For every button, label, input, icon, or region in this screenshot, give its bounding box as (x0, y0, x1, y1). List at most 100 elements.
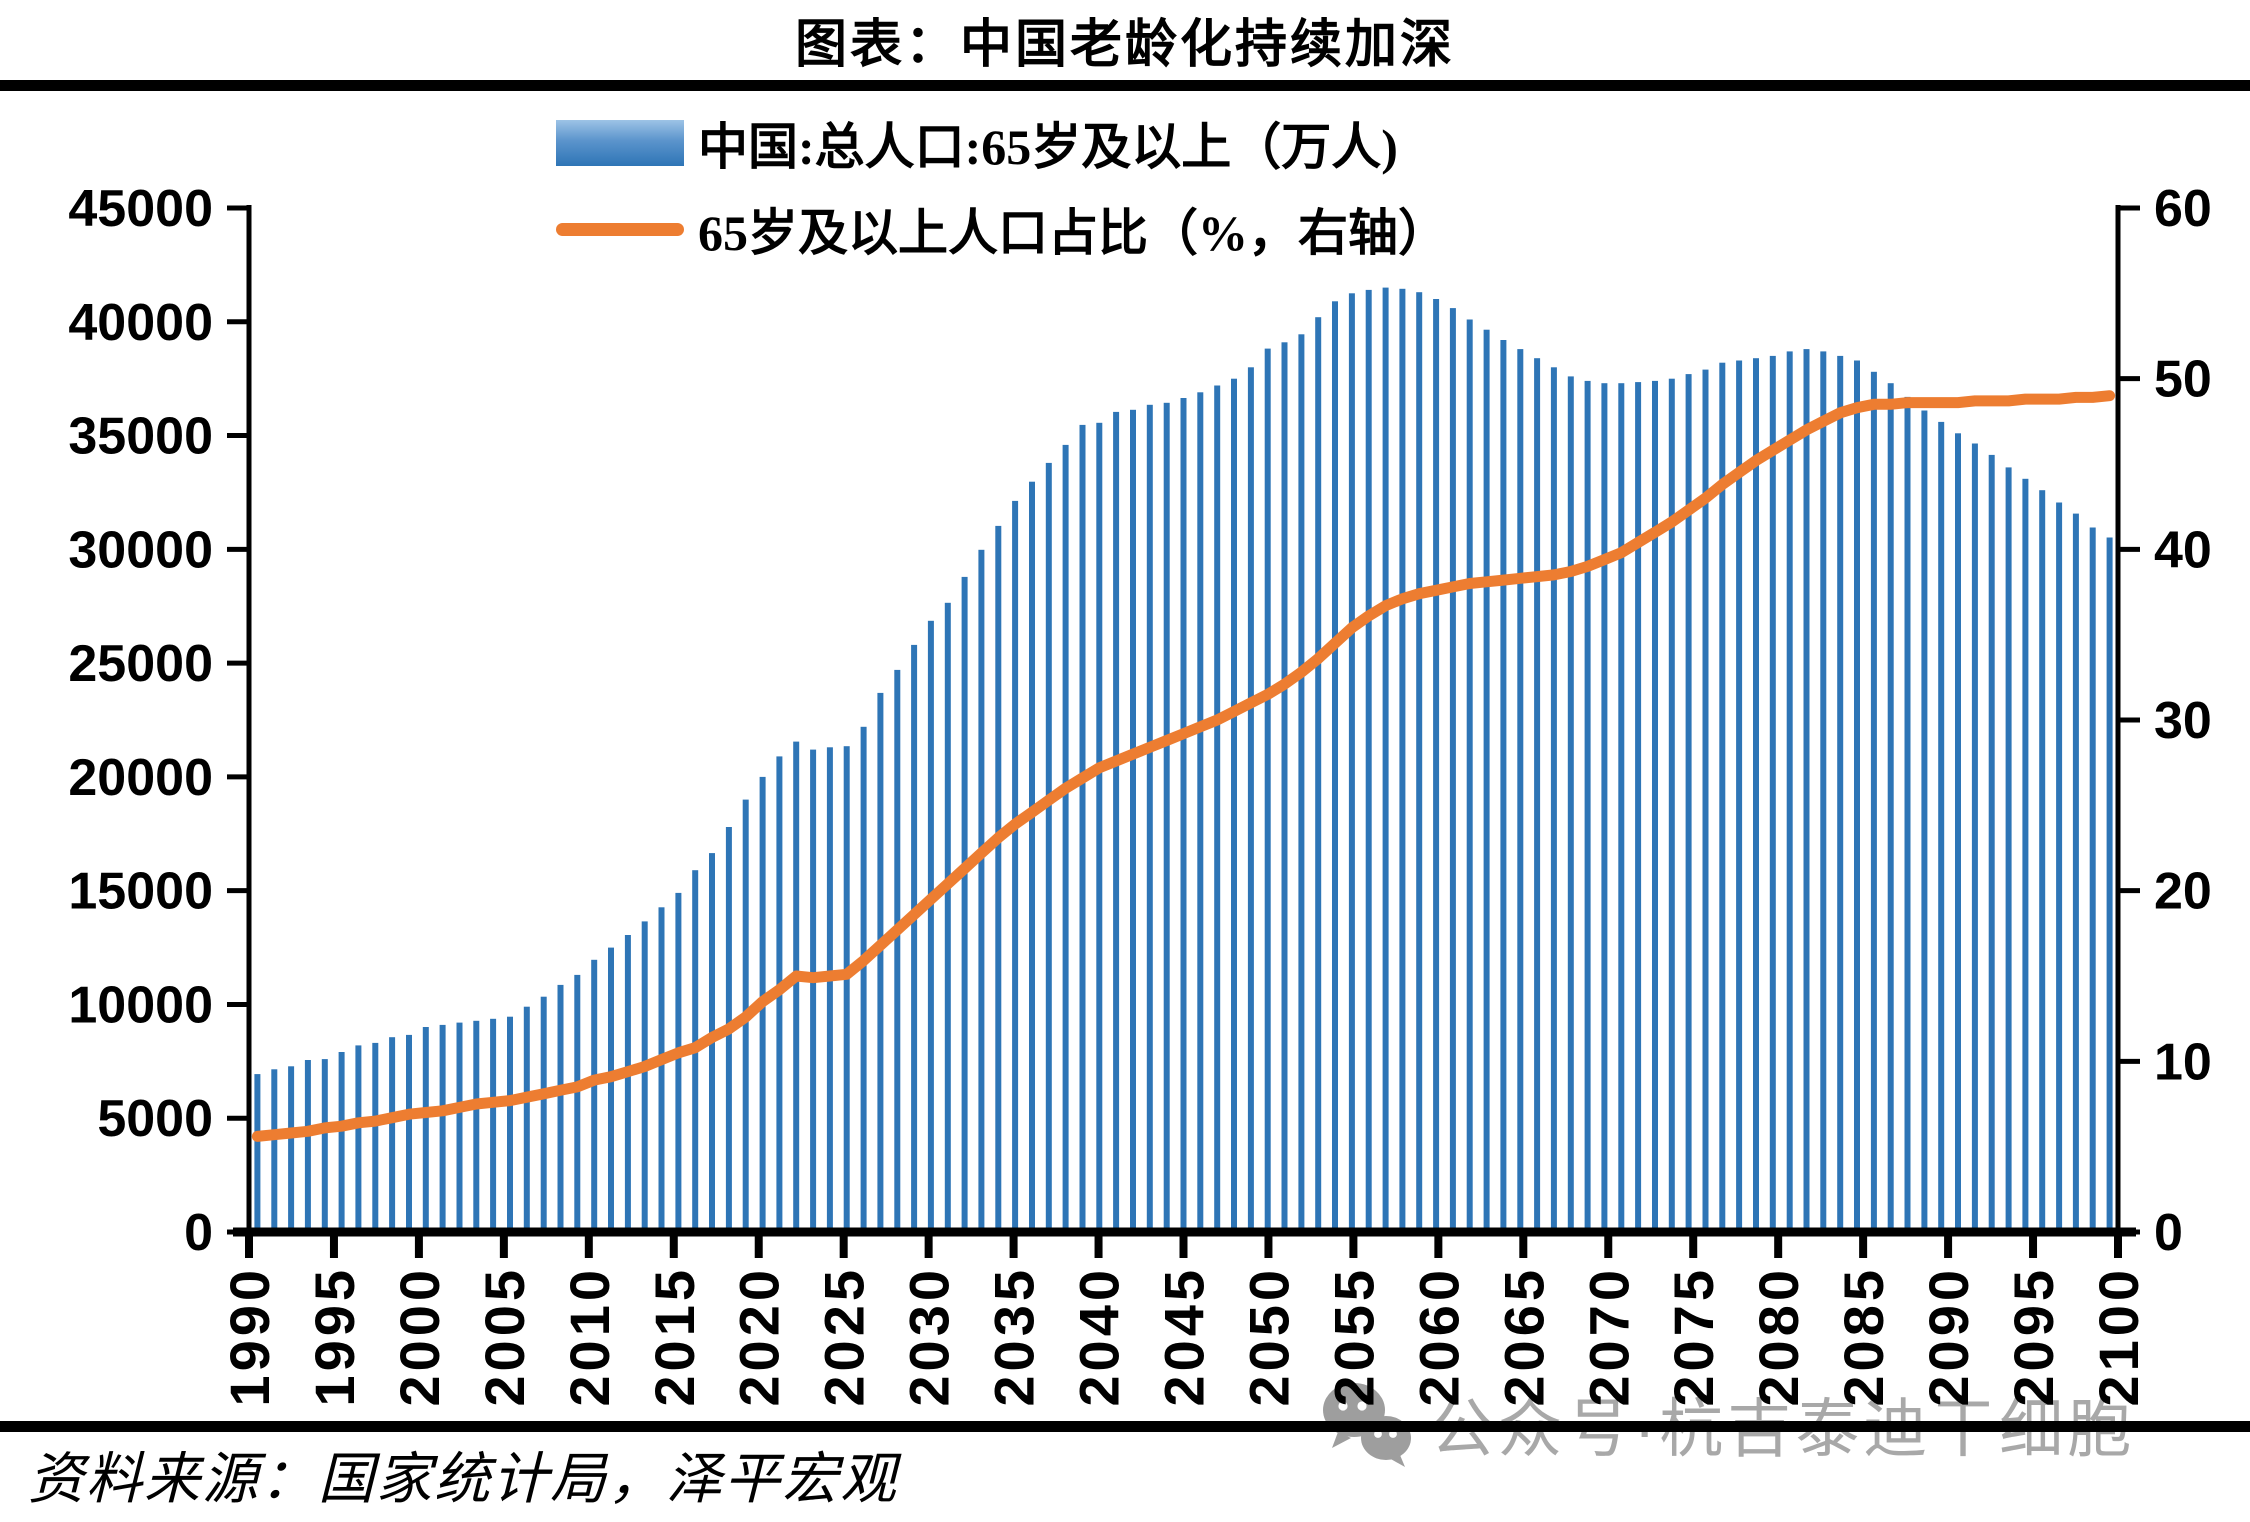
y-axis-left-tick-label: 5000 (97, 1090, 213, 1148)
tick-labels: 0500010000150002000025000300003500040000… (68, 180, 2211, 1407)
bar (1753, 358, 1759, 1232)
y-axis-left-tick-label: 40000 (68, 294, 213, 352)
legend-bar-swatch (556, 120, 684, 166)
bar (624, 935, 631, 1232)
bar (1500, 340, 1507, 1232)
bar (1921, 410, 1928, 1232)
bar (1736, 360, 1743, 1232)
bar (1348, 293, 1355, 1232)
bar (1399, 288, 1406, 1232)
bar (2039, 490, 2046, 1232)
bar (692, 870, 699, 1232)
bar (1197, 392, 1204, 1232)
bar (675, 892, 682, 1232)
bar (1214, 385, 1221, 1232)
bar (1180, 398, 1187, 1232)
axes (227, 205, 2140, 1258)
bar (1584, 380, 1591, 1232)
bar (473, 1020, 480, 1232)
legend-item-line: 65岁及以上人口占比（%，右轴） (556, 198, 1448, 261)
bar (1012, 500, 1019, 1232)
y-axis-right-tick-label: 60 (2154, 180, 2212, 238)
bar (709, 853, 715, 1232)
bar (574, 974, 581, 1232)
bar (1332, 301, 1338, 1232)
bar (1449, 308, 1456, 1233)
bar (978, 549, 985, 1232)
bar (304, 1060, 311, 1232)
bottom-divider (0, 1421, 2250, 1432)
bar (1247, 367, 1254, 1232)
bar (406, 1034, 412, 1232)
bar (1820, 351, 1827, 1232)
bar (1769, 355, 1776, 1232)
bar (1315, 317, 1322, 1232)
y-axis-right-tick-label: 30 (2154, 692, 2212, 750)
bar (759, 776, 766, 1232)
bar (2089, 527, 2096, 1232)
page-title: 图表：中国老龄化持续加深 (794, 17, 1455, 74)
x-axis-tick-label: 2015 (643, 1266, 706, 1407)
y-axis-left-tick-label: 20000 (68, 749, 213, 807)
x-axis-tick-label: 1995 (303, 1266, 366, 1407)
bar (995, 525, 1002, 1232)
bar (1887, 383, 1894, 1232)
bar (776, 756, 783, 1232)
bar (658, 907, 665, 1232)
bar (1685, 374, 1692, 1233)
bar (2072, 513, 2079, 1232)
bar (490, 1018, 497, 1232)
x-axis-tick-label: 2035 (983, 1266, 1046, 1407)
bar (1466, 319, 1473, 1232)
bar (523, 1006, 530, 1232)
y-axis-left-tick-label: 30000 (68, 521, 213, 579)
x-axis-tick-label: 2020 (728, 1266, 791, 1407)
bars-series (254, 287, 2113, 1233)
bar (911, 644, 918, 1232)
bar (1635, 382, 1642, 1233)
y-axis-right-tick-label: 10 (2154, 1033, 2212, 1091)
bar (961, 576, 968, 1232)
bar (1601, 383, 1608, 1232)
bar (1130, 409, 1136, 1232)
y-axis-left-tick-label: 0 (184, 1204, 213, 1262)
bar (1870, 371, 1877, 1232)
bar (1618, 383, 1625, 1232)
bar (1146, 404, 1153, 1232)
legend-line-label: 65岁及以上人口占比（%，右轴） (698, 205, 1448, 261)
x-axis-tick-label: 2025 (813, 1266, 876, 1407)
x-axis-tick-label: 2045 (1153, 1266, 1216, 1407)
bar (1045, 462, 1052, 1232)
bar (810, 749, 817, 1232)
y-axis-right-tick-label: 0 (2154, 1204, 2183, 1262)
x-axis-tick-label: 2000 (388, 1266, 451, 1407)
bar (2056, 502, 2063, 1232)
bar (1113, 411, 1120, 1232)
x-axis-tick-label: 2005 (473, 1266, 536, 1407)
bar (2022, 478, 2029, 1232)
bar (1567, 376, 1574, 1232)
y-axis-left-tick-label: 25000 (68, 635, 213, 693)
bar (1971, 443, 1978, 1232)
y-axis-left-tick-label: 15000 (68, 863, 213, 921)
y-axis-right-tick-label: 20 (2154, 863, 2212, 921)
bar (860, 726, 867, 1232)
top-divider (0, 80, 2250, 91)
bar (338, 1052, 345, 1232)
bar (1416, 292, 1423, 1232)
bar (725, 827, 732, 1232)
bar (271, 1069, 278, 1232)
bar (1938, 421, 1945, 1232)
bar (422, 1027, 429, 1232)
bar (1550, 367, 1557, 1232)
legend-bar-label: 中国:总人口:65岁及以上（万人) (698, 119, 1398, 175)
legend-line-swatch (556, 222, 684, 236)
y-axis-right-tick-label: 50 (2154, 351, 2212, 409)
bar (944, 602, 951, 1232)
bar (1298, 334, 1305, 1232)
y-axis-left-tick-label: 10000 (68, 976, 213, 1034)
bar (591, 959, 598, 1232)
bar (1483, 329, 1490, 1232)
bar (1803, 349, 1810, 1233)
